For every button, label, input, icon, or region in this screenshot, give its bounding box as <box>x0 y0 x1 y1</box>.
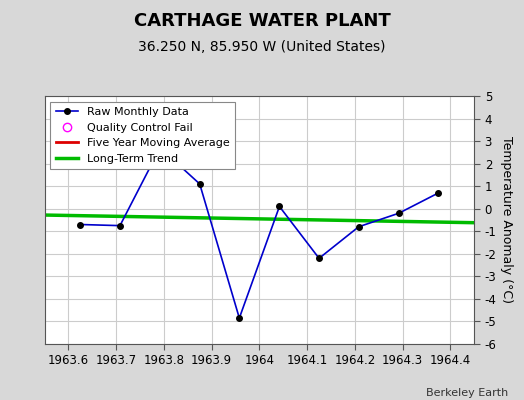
Legend: Raw Monthly Data, Quality Control Fail, Five Year Moving Average, Long-Term Tren: Raw Monthly Data, Quality Control Fail, … <box>50 102 235 169</box>
Raw Monthly Data <box>157 146 163 150</box>
Raw Monthly Data <box>356 224 362 229</box>
Raw Monthly Data <box>316 256 322 261</box>
Raw Monthly Data <box>276 204 282 209</box>
Text: CARTHAGE WATER PLANT: CARTHAGE WATER PLANT <box>134 12 390 30</box>
Text: 36.250 N, 85.950 W (United States): 36.250 N, 85.950 W (United States) <box>138 40 386 54</box>
Raw Monthly Data <box>196 182 203 186</box>
Line: Raw Monthly Data: Raw Monthly Data <box>78 145 441 321</box>
Text: Berkeley Earth: Berkeley Earth <box>426 388 508 398</box>
Y-axis label: Temperature Anomaly (°C): Temperature Anomaly (°C) <box>500 136 513 304</box>
Raw Monthly Data <box>396 211 402 216</box>
Raw Monthly Data <box>117 223 123 228</box>
Raw Monthly Data <box>435 190 442 195</box>
Raw Monthly Data <box>77 222 83 227</box>
Raw Monthly Data <box>236 316 243 320</box>
